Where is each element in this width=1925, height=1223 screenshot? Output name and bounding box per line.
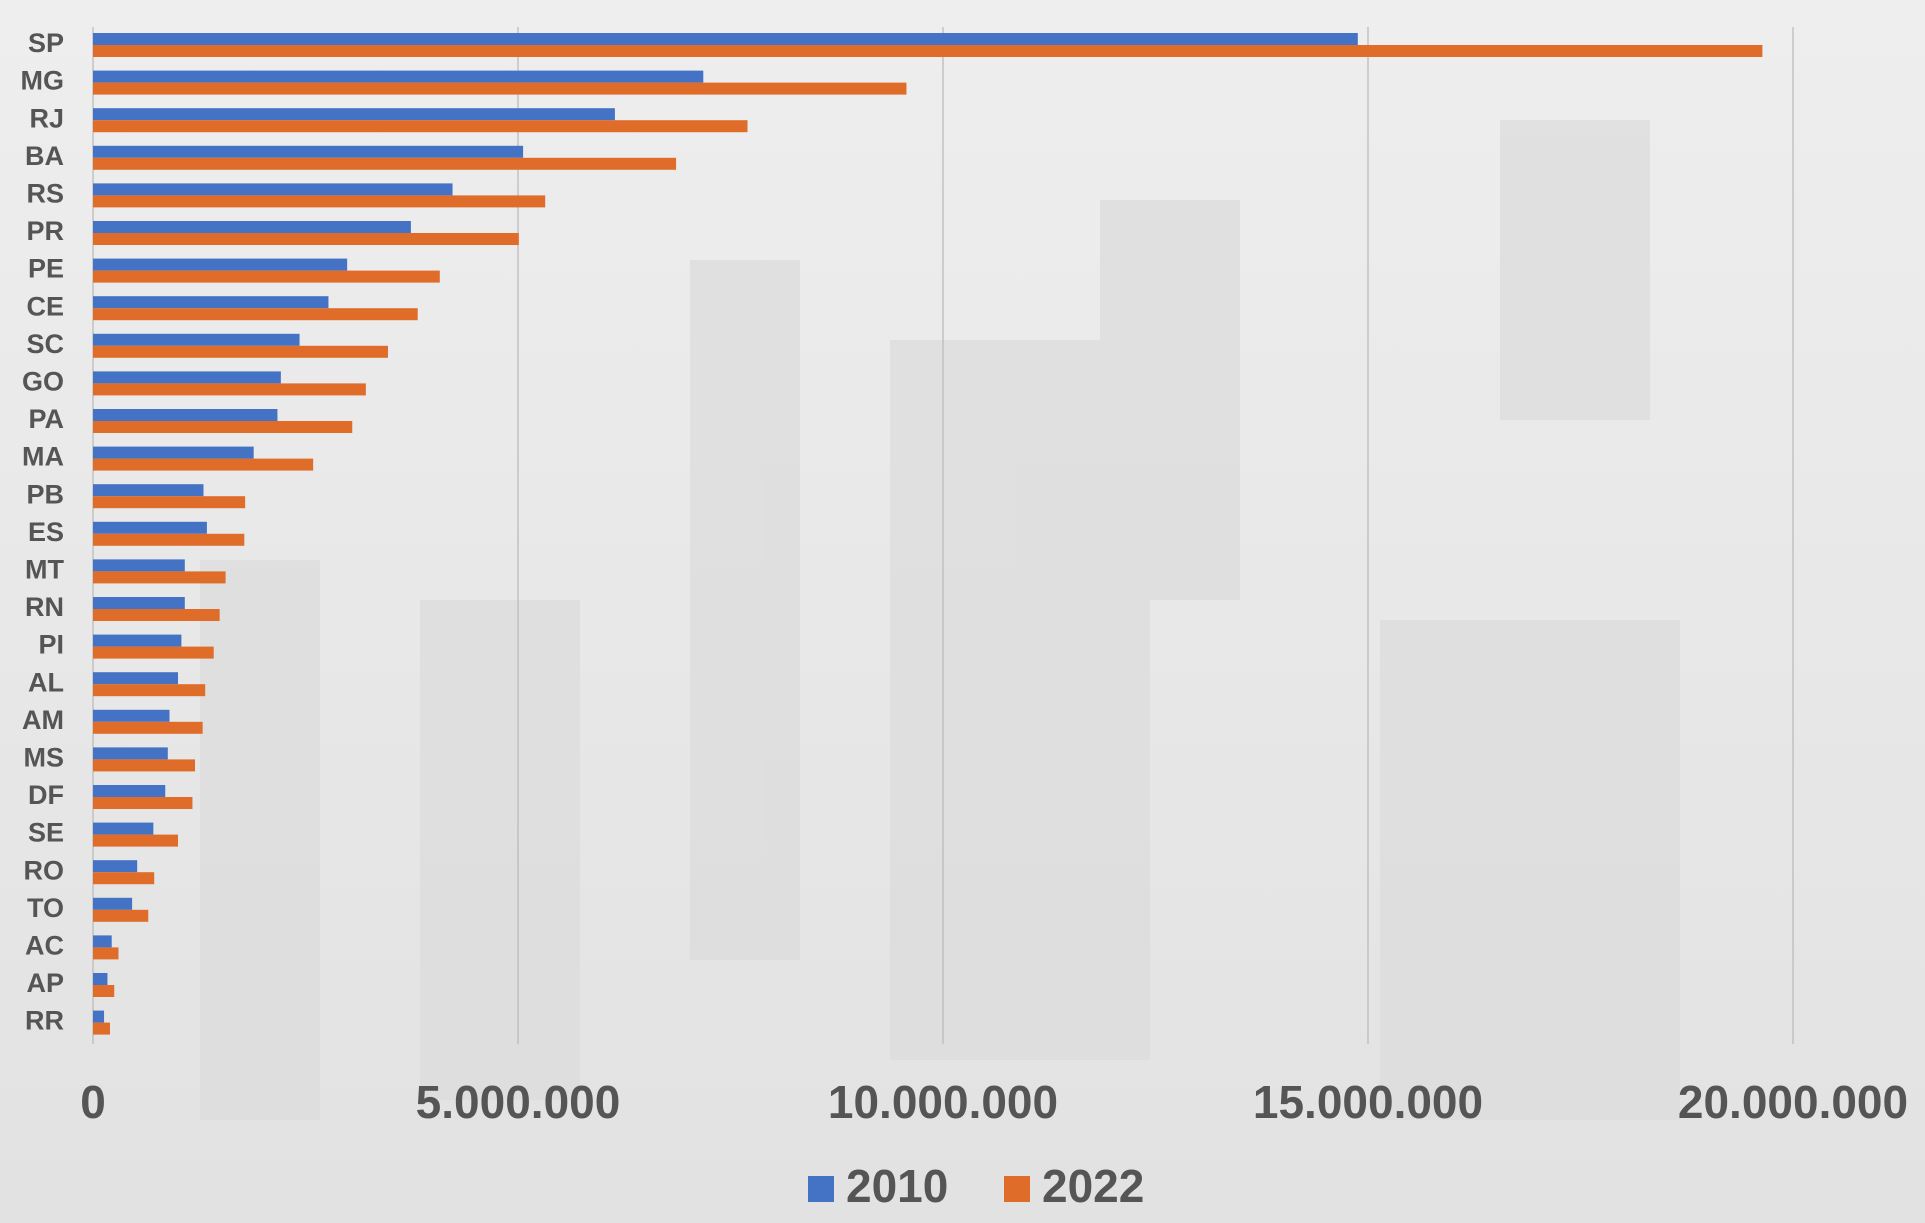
y-tick-label: RO	[24, 855, 65, 885]
bar	[93, 258, 348, 271]
bar	[93, 233, 519, 245]
bar	[93, 1022, 110, 1035]
y-tick-label: SC	[26, 329, 64, 359]
bar	[93, 947, 119, 960]
city-backdrop	[200, 120, 1680, 1120]
legend-swatch	[1004, 1176, 1030, 1202]
y-tick-label: RN	[25, 592, 64, 622]
bar	[93, 333, 300, 346]
bar	[93, 897, 133, 910]
bar	[93, 759, 195, 772]
bar	[93, 409, 278, 421]
bar	[93, 747, 168, 760]
bar	[93, 672, 178, 685]
y-tick-label: GO	[22, 367, 64, 397]
bar	[93, 108, 615, 121]
y-tick-label: ES	[28, 517, 64, 547]
legend-swatch	[808, 1176, 834, 1202]
bar	[93, 872, 155, 885]
y-tick-label: TO	[27, 893, 64, 923]
y-tick-label: BA	[25, 141, 64, 171]
bar	[93, 684, 206, 697]
y-tick-label: AP	[26, 968, 64, 998]
y-tick-label: SE	[28, 818, 64, 848]
bar	[93, 33, 1358, 45]
y-tick-label: DF	[28, 780, 64, 810]
bar	[93, 345, 388, 358]
x-tick-label: 10.000.000	[828, 1076, 1058, 1128]
x-tick-label: 15.000.000	[1253, 1076, 1483, 1128]
y-tick-label: AL	[28, 667, 64, 697]
bar	[93, 533, 245, 546]
bar	[93, 458, 314, 471]
x-tick-label: 5.000.000	[416, 1076, 621, 1128]
bar	[93, 521, 207, 534]
y-tick-label: MA	[22, 442, 64, 472]
bar	[93, 270, 440, 283]
bar	[93, 721, 203, 734]
bar	[93, 221, 411, 233]
bar	[93, 371, 281, 384]
bar	[93, 446, 254, 459]
bar	[93, 634, 182, 647]
bar	[93, 785, 166, 797]
bar	[93, 70, 704, 83]
x-tick-label: 0	[80, 1076, 106, 1128]
bar	[93, 421, 353, 433]
bar	[93, 909, 149, 922]
bar	[93, 797, 193, 809]
bar	[93, 183, 453, 196]
bar	[93, 860, 138, 873]
bar	[93, 571, 226, 584]
bar	[93, 157, 677, 170]
x-tick-label: 20.000.000	[1678, 1076, 1908, 1128]
y-tick-label: PI	[38, 630, 64, 660]
bar	[93, 1010, 105, 1023]
bar	[93, 597, 185, 609]
bar	[93, 82, 907, 95]
y-tick-label: PA	[28, 404, 64, 434]
bar	[93, 120, 748, 133]
y-tick-label: AM	[22, 705, 64, 735]
y-tick-label: PE	[28, 254, 64, 284]
bar	[93, 383, 366, 396]
bar	[93, 985, 115, 997]
y-tick-label: PB	[26, 479, 64, 509]
bar	[93, 195, 546, 208]
y-tick-label: CE	[26, 291, 64, 321]
bar	[93, 822, 154, 835]
y-tick-label: AC	[25, 931, 64, 961]
legend-label: 2022	[1042, 1160, 1144, 1212]
y-tick-label: RR	[25, 1006, 64, 1036]
bar	[93, 973, 108, 985]
bar	[93, 834, 178, 847]
bar	[93, 308, 418, 321]
bar	[93, 935, 112, 948]
bar	[93, 559, 185, 572]
y-tick-label: RS	[26, 179, 64, 209]
bar	[93, 496, 246, 509]
bar	[93, 609, 220, 621]
y-tick-label: PR	[26, 216, 64, 246]
y-tick-label: SP	[28, 28, 64, 58]
y-tick-label: MG	[21, 66, 65, 96]
bar	[93, 145, 524, 158]
bar	[93, 646, 214, 659]
y-tick-label: MT	[25, 555, 64, 585]
bar	[93, 296, 329, 309]
legend-label: 2010	[846, 1160, 948, 1212]
y-tick-label: MS	[24, 743, 65, 773]
bar	[93, 484, 204, 497]
y-tick-label: RJ	[29, 103, 64, 133]
bar	[93, 709, 170, 722]
bar	[93, 45, 1763, 57]
